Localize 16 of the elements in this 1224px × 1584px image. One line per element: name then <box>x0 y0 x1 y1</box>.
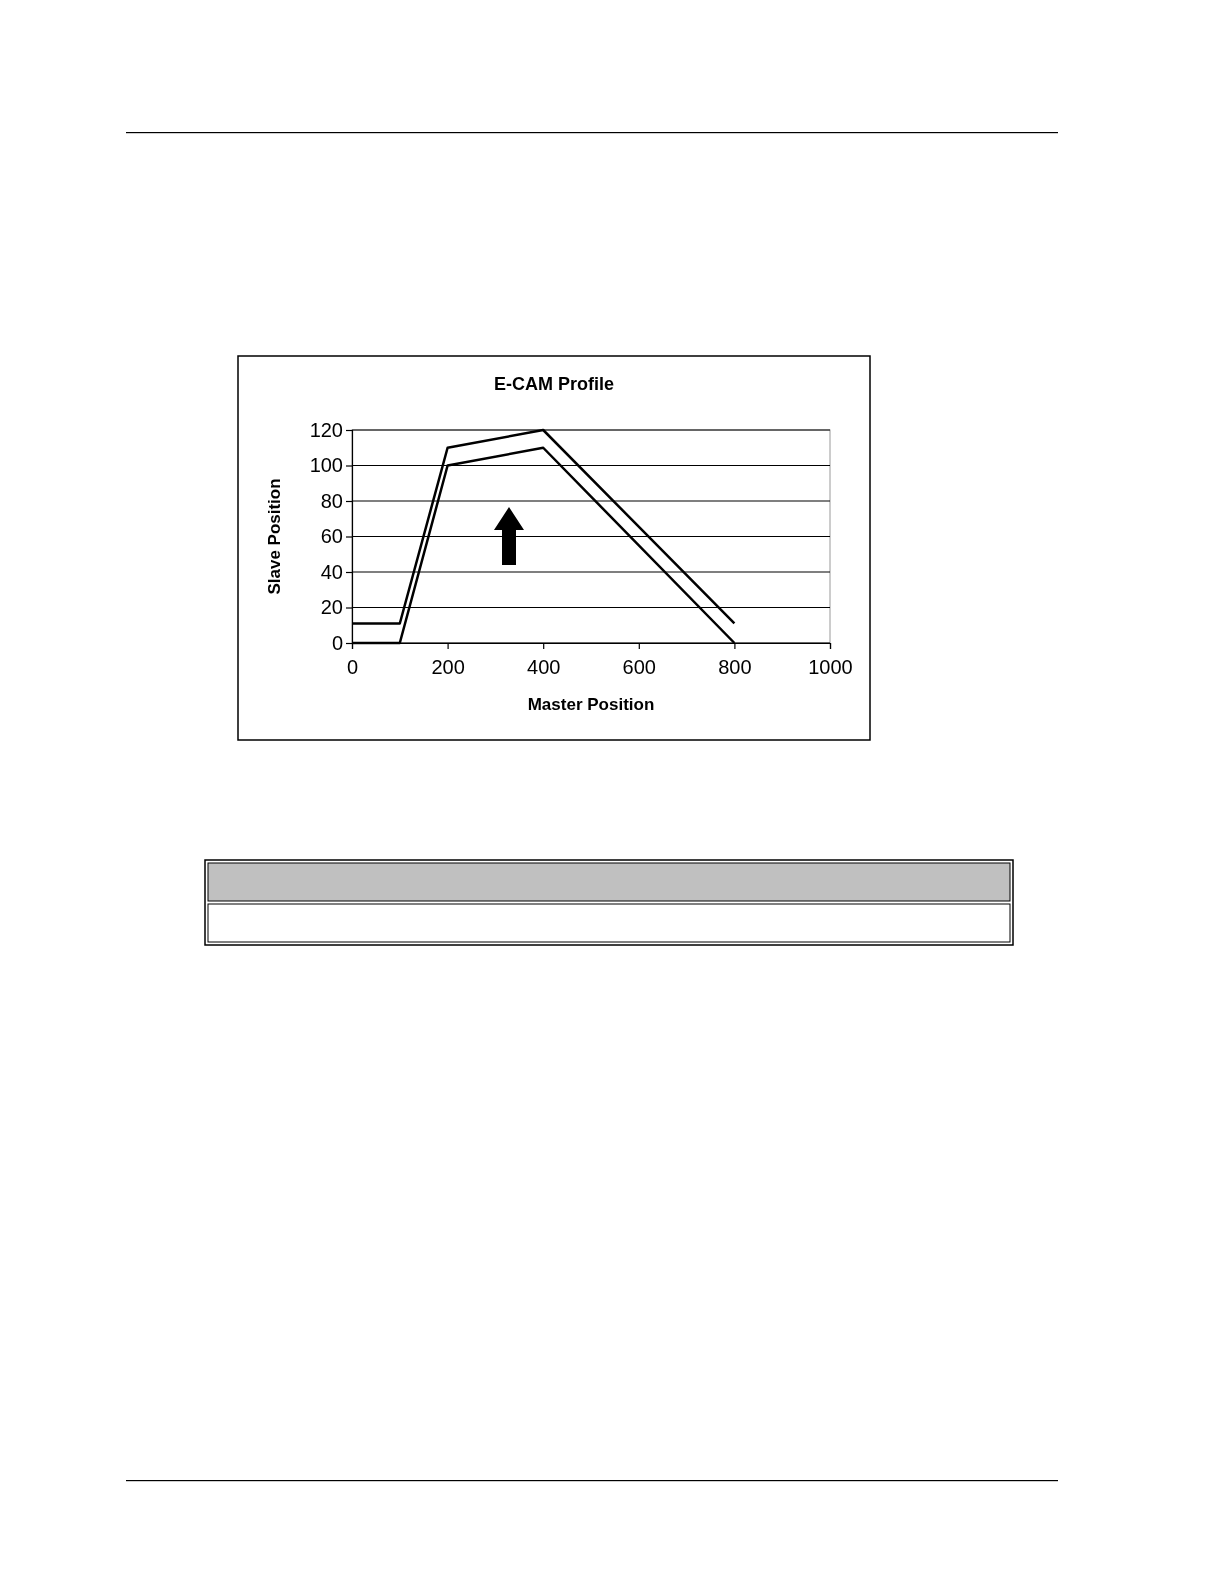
y-tick-label: 0 <box>331 631 343 654</box>
x-axis-title: Master Position <box>527 695 655 714</box>
x-tick-label: 0 <box>346 656 359 678</box>
y-tick-label: 40 <box>320 560 343 583</box>
y-tick-label: 100 <box>309 454 343 477</box>
y-tick-label: 20 <box>320 596 343 619</box>
y-axis-title: Slave Position <box>265 478 284 595</box>
y-tick-label: 60 <box>320 525 343 548</box>
x-tick-label: 1000 <box>808 656 853 678</box>
x-tick-label: 200 <box>431 656 465 678</box>
chart-title: E-CAM Profile <box>493 374 615 394</box>
y-tick-label: 120 <box>309 418 343 441</box>
x-tick-label: 600 <box>622 656 656 678</box>
x-tick-label: 400 <box>527 656 561 678</box>
y-tick-label: 80 <box>320 489 343 512</box>
x-tick-label: 800 <box>718 656 752 678</box>
